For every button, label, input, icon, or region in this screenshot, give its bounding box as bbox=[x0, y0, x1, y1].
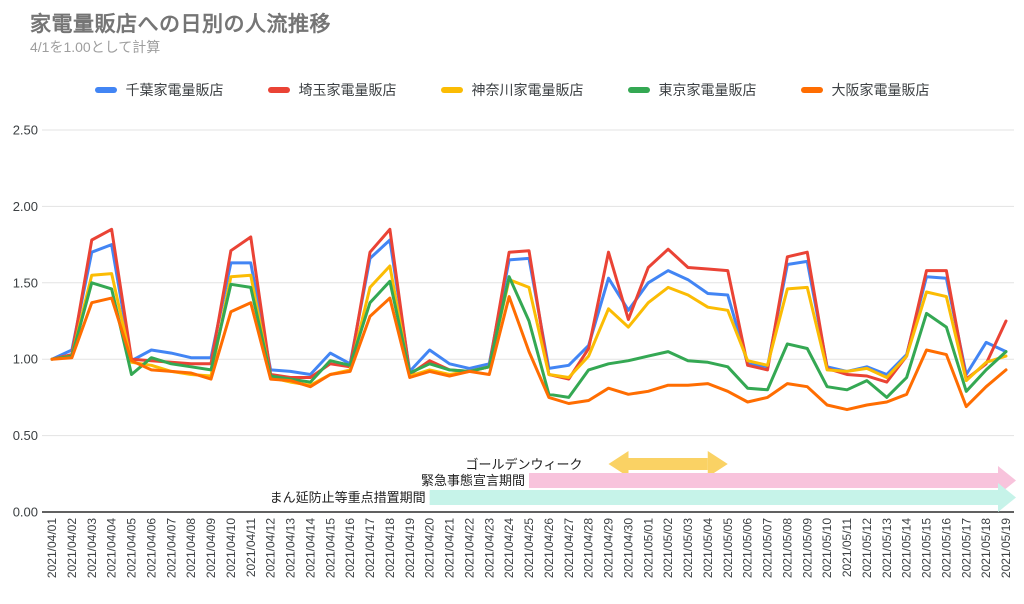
annotation-state-of-emergency-label: 緊急事態宣言期間 bbox=[421, 473, 525, 488]
legend-item-chiba[interactable]: 千葉家電量販店 bbox=[94, 80, 224, 100]
legend-label: 千葉家電量販店 bbox=[125, 82, 224, 98]
x-axis-tick-label: 2021/04/06 bbox=[144, 518, 158, 578]
x-axis-tick-label: 2021/04/13 bbox=[284, 518, 298, 578]
x-axis-tick-label: 2021/04/30 bbox=[621, 518, 635, 578]
x-axis-tick-label: 2021/04/17 bbox=[363, 518, 377, 578]
x-axis-tick-label: 2021/04/18 bbox=[383, 518, 397, 578]
legend-swatch-kanagawa bbox=[440, 87, 463, 93]
y-axis-tick-label: 2.00 bbox=[13, 199, 38, 214]
x-axis-tick-label: 2021/04/26 bbox=[542, 518, 556, 578]
annotation-priority-measures-arrowhead bbox=[998, 483, 1016, 512]
annotation-golden-week-label: ゴールデンウィーク bbox=[465, 457, 582, 472]
x-axis-tick-label: 2021/05/06 bbox=[741, 518, 755, 578]
x-axis-tick-label: 2021/05/19 bbox=[999, 518, 1013, 578]
legend-label: 東京家電量販店 bbox=[658, 82, 757, 98]
x-axis-tick-label: 2021/05/08 bbox=[780, 518, 794, 578]
x-axis-tick-label: 2021/05/09 bbox=[800, 518, 814, 578]
x-axis-tick-label: 2021/04/02 bbox=[65, 518, 79, 578]
x-axis-tick-label: 2021/04/24 bbox=[502, 518, 516, 578]
legend-label: 埼玉家電量販店 bbox=[298, 82, 397, 98]
x-axis-tick-label: 2021/04/09 bbox=[204, 518, 218, 578]
annotation-golden-week-arrowhead-left bbox=[608, 451, 629, 477]
x-axis-tick-label: 2021/05/01 bbox=[641, 518, 655, 578]
legend-swatch-osaka bbox=[800, 87, 823, 93]
x-axis-tick-label: 2021/04/08 bbox=[184, 518, 198, 578]
x-axis-tick-label: 2021/04/22 bbox=[462, 518, 476, 578]
y-axis-tick-label: 1.50 bbox=[13, 275, 38, 290]
x-axis-tick-label: 2021/05/03 bbox=[681, 518, 695, 578]
legend-label: 神奈川家電量販店 bbox=[471, 82, 584, 98]
x-axis-tick-label: 2021/04/03 bbox=[85, 518, 99, 578]
annotation-priority-measures-band bbox=[429, 490, 998, 505]
chart-legend: 千葉家電量販店 埼玉家電量販店 神奈川家電量販店 東京家電量販店 大阪家電量販店 bbox=[0, 80, 1024, 100]
legend-swatch-saitama bbox=[267, 87, 290, 93]
y-axis-tick-label: 1.00 bbox=[13, 352, 38, 367]
x-axis-tick-label: 2021/05/10 bbox=[820, 518, 834, 578]
x-axis-tick-label: 2021/04/14 bbox=[303, 518, 317, 578]
x-axis-tick-label: 2021/04/20 bbox=[423, 518, 437, 578]
x-axis-tick-label: 2021/04/04 bbox=[105, 518, 119, 578]
legend-swatch-chiba bbox=[94, 87, 117, 93]
y-axis-tick-label: 0.50 bbox=[13, 428, 38, 443]
x-axis-tick-label: 2021/04/21 bbox=[443, 518, 457, 578]
x-axis-tick-label: 2021/05/05 bbox=[721, 518, 735, 578]
x-axis-tick-label: 2021/05/15 bbox=[920, 518, 934, 578]
x-axis-tick-label: 2021/04/01 bbox=[45, 518, 59, 578]
x-axis-tick-label: 2021/05/12 bbox=[860, 518, 874, 578]
legend-item-osaka[interactable]: 大阪家電量販店 bbox=[800, 80, 930, 100]
x-axis-tick-label: 2021/05/18 bbox=[979, 518, 993, 578]
x-axis-tick-label: 2021/04/10 bbox=[224, 518, 238, 578]
x-axis-tick-label: 2021/05/07 bbox=[761, 518, 775, 578]
y-axis-tick-label: 2.50 bbox=[13, 123, 38, 138]
x-axis-tick-label: 2021/04/25 bbox=[522, 518, 536, 578]
x-axis-tick-label: 2021/04/05 bbox=[125, 518, 139, 578]
annotation-priority-measures-label: まん延防止等重点措置期間 bbox=[270, 490, 426, 505]
series-line-tokyo[interactable] bbox=[50, 275, 1008, 399]
x-axis-tick-label: 2021/05/17 bbox=[959, 518, 973, 578]
x-axis-tick-label: 2021/04/28 bbox=[582, 518, 596, 578]
x-axis-tick-label: 2021/04/23 bbox=[482, 518, 496, 578]
annotation-state-of-emergency-band bbox=[529, 473, 998, 488]
legend-label: 大阪家電量販店 bbox=[831, 82, 930, 98]
x-axis-tick-label: 2021/04/15 bbox=[323, 518, 337, 578]
legend-item-tokyo[interactable]: 東京家電量販店 bbox=[627, 80, 757, 100]
y-axis-tick-label: 0.00 bbox=[13, 505, 38, 520]
x-axis-tick-label: 2021/04/11 bbox=[244, 518, 258, 577]
chart-subtitle: 4/1を1.00として計算 bbox=[30, 39, 161, 55]
x-axis-tick-label: 2021/05/04 bbox=[701, 518, 715, 578]
x-axis-tick-label: 2021/04/27 bbox=[562, 518, 576, 578]
series-line-osaka[interactable] bbox=[50, 295, 1008, 412]
legend-item-saitama[interactable]: 埼玉家電量販店 bbox=[267, 80, 397, 100]
x-axis-tick-label: 2021/05/14 bbox=[900, 518, 914, 578]
legend-item-kanagawa[interactable]: 神奈川家電量販店 bbox=[440, 80, 584, 100]
x-axis-tick-label: 2021/04/16 bbox=[343, 518, 357, 578]
chart-title: 家電量販店への日別の人流推移 bbox=[30, 13, 331, 36]
x-axis-tick-label: 2021/05/11 bbox=[840, 518, 854, 577]
x-axis-tick-label: 2021/04/07 bbox=[164, 518, 178, 578]
x-axis-tick-label: 2021/05/13 bbox=[880, 518, 894, 578]
x-axis-tick-label: 2021/05/16 bbox=[939, 518, 953, 578]
x-axis-tick-label: 2021/04/29 bbox=[602, 518, 616, 578]
annotation-golden-week-arrowhead-right bbox=[707, 451, 728, 477]
annotation-golden-week-arrow-shaft bbox=[628, 458, 708, 470]
x-axis-tick-label: 2021/05/02 bbox=[661, 518, 675, 578]
x-axis-tick-label: 2021/04/19 bbox=[403, 518, 417, 578]
legend-swatch-tokyo bbox=[627, 87, 650, 93]
x-axis-tick-label: 2021/04/12 bbox=[264, 518, 278, 578]
